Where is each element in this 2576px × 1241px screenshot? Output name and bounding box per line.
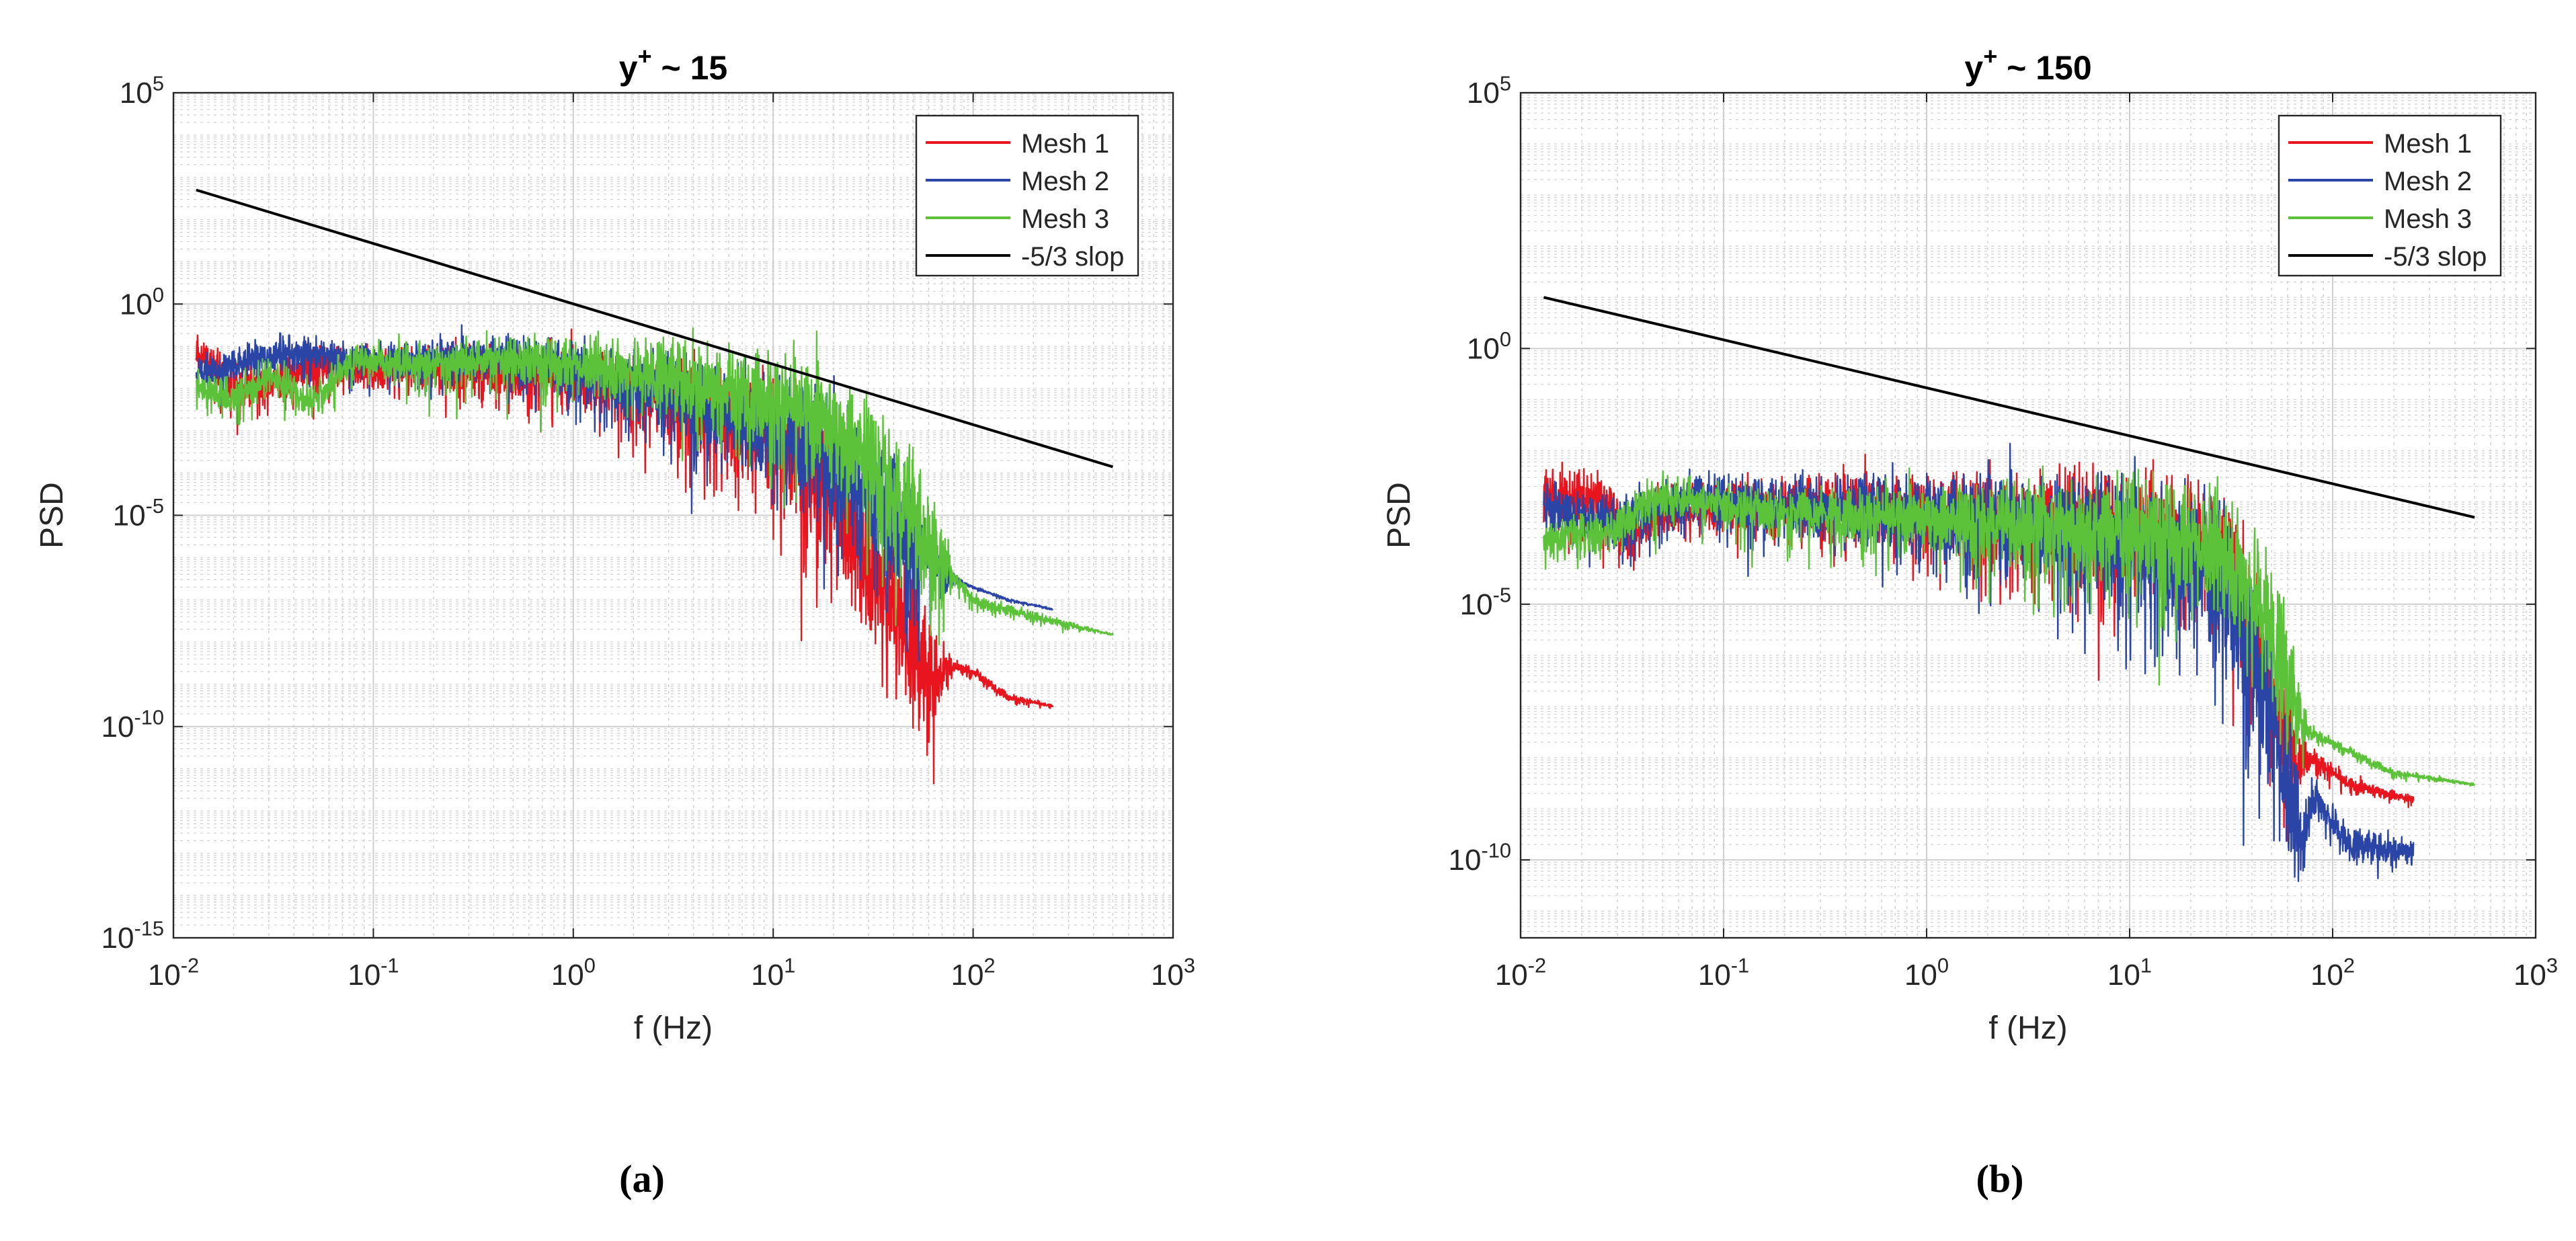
legend-label: Mesh 2: [1021, 167, 1109, 196]
x-tick-label: 102: [951, 954, 996, 992]
chart-title: y+ ~ 15: [619, 42, 727, 87]
series-line-mesh-2: [1543, 442, 2415, 883]
caption-b: (b): [1976, 1157, 2024, 1201]
axes-box: [1519, 91, 2537, 939]
legend: Mesh 1 Mesh 2 Mesh 3 -5/3 slop: [2278, 114, 2502, 277]
y-tick-label: 100: [120, 283, 164, 321]
data-layer: [195, 188, 1114, 785]
data-layer: [1543, 296, 2476, 883]
y-tick-label: 10-5: [113, 494, 164, 532]
legend-label: Mesh 3: [1021, 204, 1109, 234]
slope-line: [1543, 296, 2475, 519]
legend: Mesh 1 Mesh 2 Mesh 3 -5/3 slop: [915, 114, 1139, 277]
chart-title: y+ ~ 150: [1964, 42, 2091, 87]
y-tick-label: 10-10: [1449, 839, 1511, 877]
y-tick-label: 10-15: [102, 917, 164, 955]
chart-panel-b: 10-2 10-1 100 101 102 103 10-10 10-5 100 105 f (Hz…: [1381, 42, 2558, 1046]
series-line-mesh-3: [195, 327, 1114, 646]
x-tick-label: 10-1: [348, 954, 399, 992]
y-tick-label: 105: [1467, 72, 1511, 110]
x-tick-label: 10-1: [1698, 954, 1749, 992]
x-tick-label: 100: [551, 954, 596, 992]
x-tick-label: 101: [751, 954, 795, 992]
x-tick-label: 100: [1904, 954, 1949, 992]
legend-label: Mesh 2: [2384, 167, 2472, 196]
x-tick-label: 10-2: [148, 954, 199, 992]
y-tick-label: 10-5: [1460, 583, 1511, 620]
legend-label: Mesh 1: [1021, 129, 1109, 159]
x-axis-label: f (Hz): [634, 1010, 713, 1046]
y-axis-label: PSD: [34, 482, 70, 549]
y-tick-label: 100: [1467, 327, 1511, 365]
x-tick-label: 103: [1151, 954, 1195, 992]
x-axis-label: f (Hz): [1988, 1010, 2067, 1046]
legend-label: -5/3 slop: [1021, 242, 1124, 272]
chart-panel-a: 10-2 10-1 100 101 102 103 10-15 10-10 10-5 100 105…: [34, 42, 1195, 1046]
y-axis-label: PSD: [1381, 482, 1417, 549]
x-tick-label: 102: [2310, 954, 2355, 992]
slope-line: [196, 188, 1114, 469]
legend-label: -5/3 slop: [2384, 242, 2487, 272]
y-tick-label: 10-10: [102, 705, 164, 743]
x-tick-label: 10-2: [1495, 954, 1546, 992]
x-tick-label: 101: [2107, 954, 2152, 992]
series-line-mesh-3: [1543, 465, 2476, 787]
x-tick-label: 103: [2513, 954, 2558, 992]
legend-label: Mesh 3: [2384, 204, 2472, 234]
legend-label: Mesh 1: [2384, 129, 2472, 159]
caption-a: (a): [619, 1157, 665, 1201]
y-tick-label: 105: [120, 72, 164, 110]
